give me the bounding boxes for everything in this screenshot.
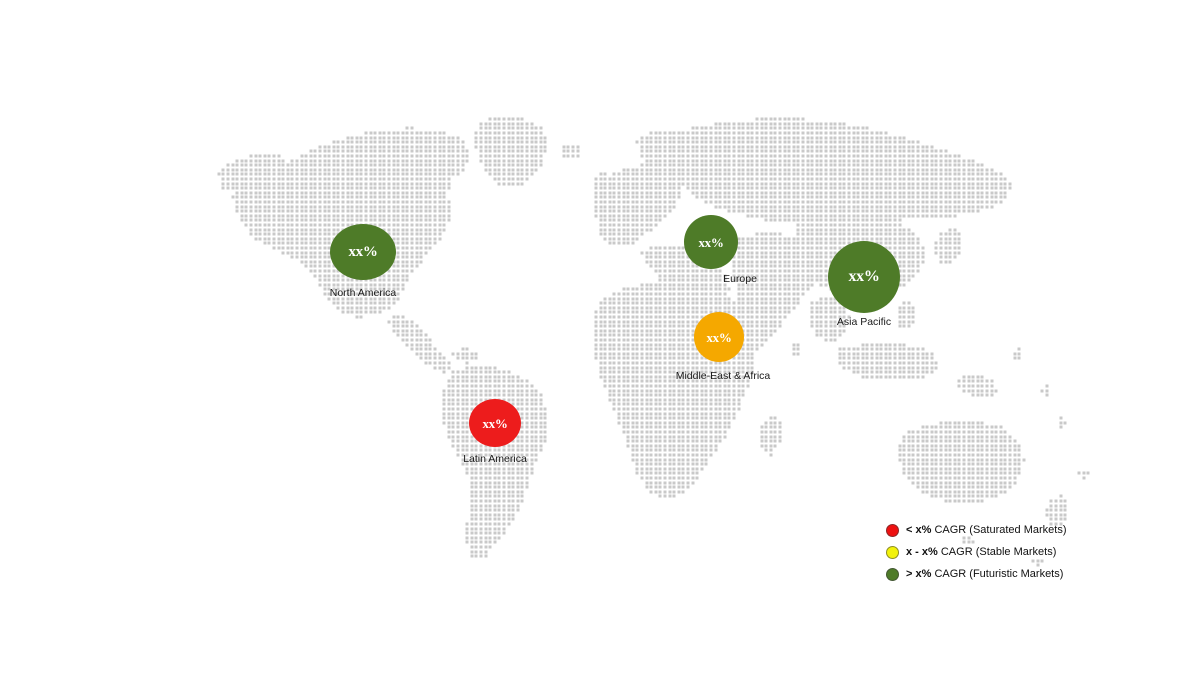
bubble-middle-east-africa[interactable]: xx%: [694, 312, 744, 362]
region-label-middle-east-africa: Middle-East & Africa: [675, 370, 771, 382]
bubble-value-latin-america: xx%: [482, 415, 508, 431]
legend-item-futuristic[interactable]: > x% CAGR (Futuristic Markets): [886, 563, 1136, 585]
legend-item-saturated[interactable]: < x% CAGR (Saturated Markets): [886, 519, 1136, 541]
bubble-value-asia-pacific: xx%: [848, 268, 880, 285]
legend-description-futuristic: CAGR (Futuristic Markets): [931, 568, 1064, 580]
bubble-value-north-america: xx%: [348, 243, 378, 260]
legend-threshold-saturated: < x%: [906, 524, 932, 536]
legend-dot-stable-icon: [886, 545, 899, 559]
legend-threshold-futuristic: > x%: [906, 568, 932, 580]
region-label-north-america: North America: [329, 287, 397, 299]
bubble-asia-pacific[interactable]: xx%: [828, 241, 900, 313]
legend-dot-futuristic-icon: [886, 567, 899, 581]
bubble-north-america[interactable]: xx%: [330, 224, 396, 280]
legend-label-stable: x - x% CAGR (Stable Markets): [906, 546, 1056, 558]
bubble-value-europe: xx%: [698, 234, 724, 250]
region-label-asia-pacific: Asia Pacific: [836, 316, 892, 328]
legend-description-saturated: CAGR (Saturated Markets): [931, 524, 1067, 536]
legend-threshold-stable: x - x%: [906, 546, 938, 558]
region-label-europe: Europe: [723, 273, 757, 285]
legend-item-stable[interactable]: x - x% CAGR (Stable Markets): [886, 541, 1136, 563]
legend-dot-saturated-icon: [886, 523, 899, 537]
bubble-latin-america[interactable]: xx%: [469, 399, 521, 447]
legend-label-futuristic: > x% CAGR (Futuristic Markets): [906, 568, 1063, 580]
legend-description-stable: CAGR (Stable Markets): [937, 546, 1057, 558]
legend-label-saturated: < x% CAGR (Saturated Markets): [906, 524, 1066, 536]
legend: < x% CAGR (Saturated Markets) x - x% CAGR…: [886, 519, 1136, 585]
bubble-value-middle-east-africa: xx%: [706, 329, 732, 345]
bubble-europe[interactable]: xx%: [684, 215, 738, 269]
region-label-latin-america: Latin America: [463, 453, 527, 465]
